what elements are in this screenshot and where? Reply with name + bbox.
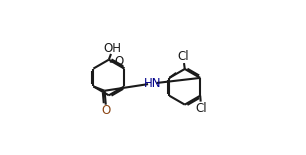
Text: HN: HN (144, 77, 161, 90)
Text: OH: OH (104, 42, 122, 55)
Text: Cl: Cl (196, 102, 207, 115)
Text: O: O (101, 104, 110, 117)
Text: Cl: Cl (178, 50, 189, 63)
Text: O: O (114, 55, 123, 68)
